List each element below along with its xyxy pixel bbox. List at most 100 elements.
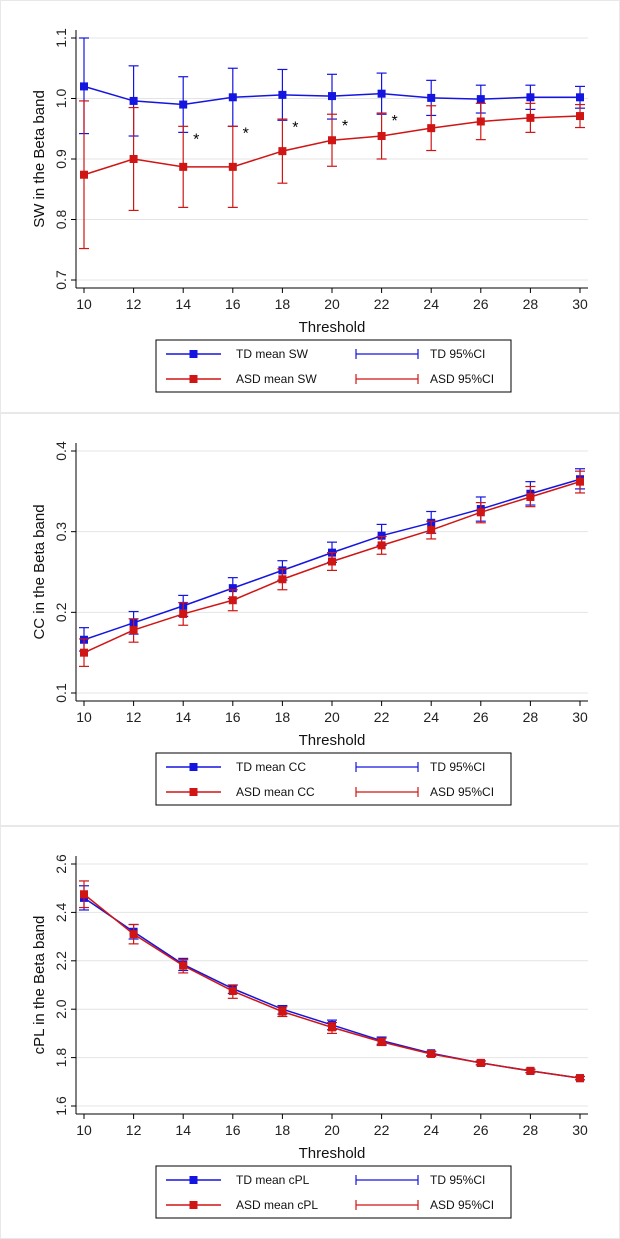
x-tick-label: 16	[225, 709, 241, 725]
significance-star: *	[193, 131, 199, 148]
x-tick-label: 16	[225, 1122, 241, 1138]
legend-td-mean-label: TD mean SW	[236, 347, 309, 361]
asd-mean-marker	[278, 575, 287, 584]
td-mean-marker	[278, 90, 287, 99]
legend-td-ci-label: TD 95%CI	[430, 347, 485, 361]
asd-mean-marker	[526, 1066, 535, 1075]
asd-mean-marker	[278, 147, 287, 156]
y-axis-title: CC in the Beta band	[31, 504, 48, 639]
legend-box	[155, 752, 512, 806]
asd-mean-marker	[476, 117, 485, 126]
x-tick-label: 28	[523, 1122, 539, 1138]
asd-mean-marker	[80, 890, 88, 899]
legend-asd-mean-marker	[189, 375, 198, 383]
x-tick-label: 22	[374, 1122, 390, 1138]
x-tick-label: 28	[523, 296, 539, 312]
significance-star: *	[391, 113, 397, 130]
x-tick-label: 24	[423, 709, 439, 725]
y-axis-title: cPL in the Beta band	[31, 916, 48, 1055]
legend-td-ci-label: TD 95%CI	[430, 760, 485, 774]
asd-mean-marker	[476, 1058, 485, 1067]
legend-asd-mean-label: ASD mean CC	[236, 785, 315, 799]
y-tick-label: 2.6	[53, 854, 69, 874]
x-tick-label: 28	[523, 709, 539, 725]
asd-mean-marker	[228, 987, 237, 996]
x-tick-label: 30	[572, 709, 588, 725]
td-mean-marker	[377, 89, 386, 98]
x-axis-title: Threshold	[299, 732, 366, 749]
x-tick-label: 24	[423, 1122, 439, 1138]
td-mean-marker	[377, 531, 386, 540]
td-mean-marker	[179, 100, 188, 109]
x-tick-label: 26	[473, 1122, 489, 1138]
y-tick-label: 0.1	[53, 683, 69, 703]
legend-asd-mean-label: ASD mean SW	[236, 372, 317, 386]
legend-td-mean-label: TD mean cPL	[236, 1173, 310, 1187]
legend-asd-mean-marker	[189, 788, 198, 796]
legend-box	[155, 339, 512, 393]
x-tick-label: 26	[473, 709, 489, 725]
x-tick-label: 14	[175, 296, 191, 312]
legend-asd-ci-label: ASD 95%CI	[430, 785, 494, 799]
x-tick-label: 10	[76, 296, 92, 312]
x-tick-label: 14	[175, 709, 191, 725]
asd-mean-marker	[129, 626, 138, 635]
legend-asd-ci-label: ASD 95%CI	[430, 372, 494, 386]
asd-mean-marker	[476, 508, 485, 517]
x-axis-title: Threshold	[299, 319, 366, 336]
legend-td-mean-marker	[189, 763, 198, 771]
y-tick-label: 2.4	[53, 902, 69, 922]
asd-mean-line	[83, 893, 581, 1079]
cpl-chart: 1.6 1.8 2.0 2.2 2.4 2.6 10 12 14 16 18 20 22 24 26 28 30…	[31, 854, 588, 1219]
asd-mean-marker	[328, 136, 336, 145]
asd-mean-marker	[576, 112, 584, 121]
y-tick-label: 1.8	[53, 1048, 69, 1068]
asd-mean-marker	[179, 961, 188, 970]
y-tick-label: 1.6	[53, 1096, 69, 1116]
asd-mean-marker	[526, 492, 535, 501]
cpl-chart-panel: 1.6 1.8 2.0 2.2 2.4 2.6 10 12 14 16 18 20 22 24 26 28 30…	[0, 826, 620, 1239]
x-tick-label: 26	[473, 296, 489, 312]
y-tick-label: 0.2	[53, 602, 69, 622]
asd-mean-marker	[377, 1037, 386, 1046]
y-tick-label: 0.4	[53, 441, 69, 461]
x-tick-label: 12	[126, 296, 142, 312]
x-tick-label: 20	[324, 709, 340, 725]
asd-mean-marker	[179, 162, 188, 171]
y-tick-label: 2.0	[53, 999, 69, 1019]
x-tick-label: 30	[572, 296, 588, 312]
legend-asd-mean-label: ASD mean cPL	[236, 1198, 318, 1212]
td-mean-marker	[228, 584, 237, 593]
x-tick-label: 24	[423, 296, 439, 312]
td-mean-marker	[476, 95, 485, 104]
td-mean-marker	[427, 93, 436, 102]
asd-mean-marker	[228, 596, 237, 605]
asd-mean-marker	[278, 1007, 287, 1016]
significance-star: *	[342, 118, 348, 135]
y-tick-label: 0.7	[53, 270, 69, 290]
asd-mean-marker	[179, 609, 188, 618]
td-mean-marker	[328, 92, 336, 101]
td-mean-line	[83, 897, 581, 1079]
asd-mean-marker	[526, 113, 535, 122]
asd-mean-marker	[129, 930, 138, 939]
cc-chart: 0.1 0.2 0.3 0.4 10 12 14 16 18 20 22 24 26 28 30 Thresh…	[31, 441, 588, 806]
asd-mean-marker	[427, 1049, 436, 1058]
x-tick-label: 10	[76, 1122, 92, 1138]
x-tick-label: 30	[572, 1122, 588, 1138]
sw-chart-panel: 0.7 0.8 0.9 1.0 1.1 10 12 14 16 18 20 22 24 26 28 30 Thr…	[0, 0, 620, 413]
asd-mean-marker	[228, 162, 237, 171]
x-tick-label: 18	[275, 709, 291, 725]
td-mean-marker	[129, 96, 138, 105]
asd-mean-marker	[377, 132, 386, 141]
legend-asd-ci-label: ASD 95%CI	[430, 1198, 494, 1212]
x-tick-label: 16	[225, 296, 241, 312]
y-tick-label: 0.9	[53, 149, 69, 169]
asd-mean-marker	[576, 477, 584, 486]
asd-mean-marker	[377, 541, 386, 550]
cc-chart-panel: 0.1 0.2 0.3 0.4 10 12 14 16 18 20 22 24 26 28 30 Thresh…	[0, 413, 620, 826]
asd-mean-marker	[129, 155, 138, 163]
td-mean-marker	[576, 93, 584, 102]
asd-mean-marker	[576, 1074, 584, 1083]
asd-mean-marker	[427, 124, 436, 133]
